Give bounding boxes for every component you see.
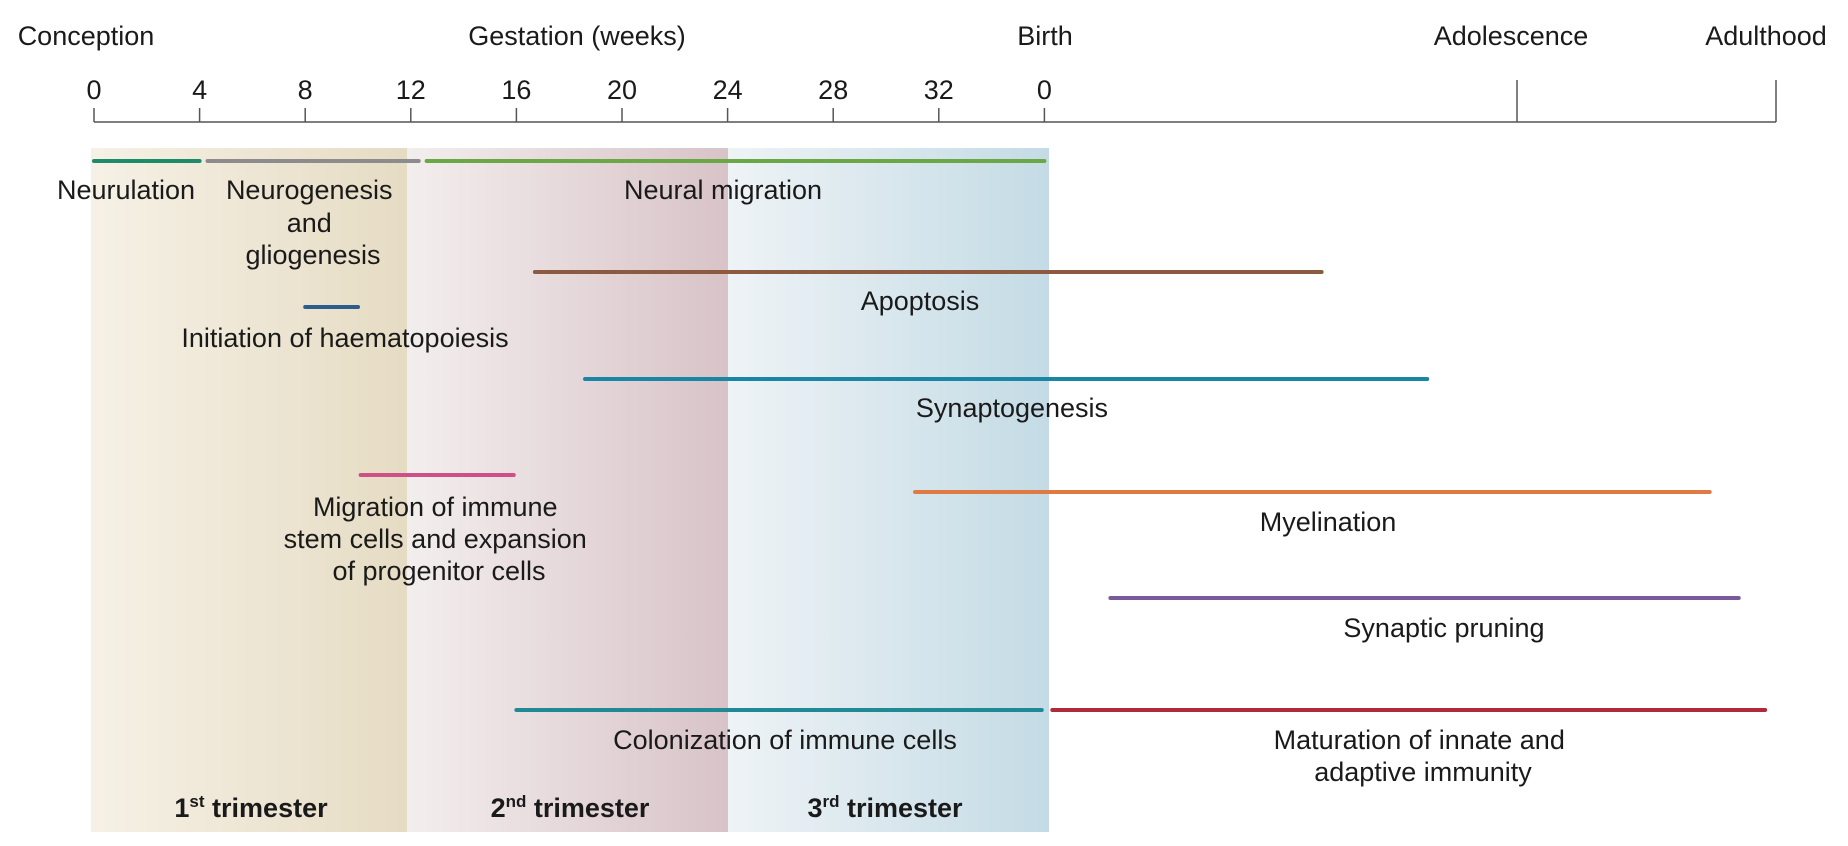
week-tick-label: 32 (924, 75, 954, 105)
label-immunity-maturation: Maturation of innate and adaptive immuni… (1274, 725, 1573, 787)
week-tick-label: 24 (713, 75, 743, 105)
trimester-label-3: 3rd trimester (807, 792, 963, 823)
stage-headers: Conception Gestation (weeks) Birth Adole… (18, 21, 1827, 51)
week-ticks: 0 4 8 12 16 20 24 28 32 0 (86, 75, 1052, 122)
week-tick-label: 28 (818, 75, 848, 105)
trimester-labels: 1st trimester 2nd trimester 3rd trimeste… (174, 792, 963, 823)
label-myelination: Myelination (1260, 507, 1397, 537)
label-colonization: Colonization of immune cells (613, 725, 957, 755)
header-adulthood: Adulthood (1705, 21, 1827, 51)
trimester-label-1: 1st trimester (174, 792, 328, 823)
process-lines (92, 159, 1768, 712)
process-labels: Neurulation Neurogenesis and gliogenesis… (57, 175, 1573, 787)
header-gestation: Gestation (weeks) (468, 21, 686, 51)
week-tick-label: 0 (1037, 75, 1052, 105)
week-tick-label: 16 (501, 75, 531, 105)
week-tick-label: 20 (607, 75, 637, 105)
week-tick-label: 4 (192, 75, 207, 105)
label-neurogenesis: Neurogenesis and gliogenesis (226, 175, 400, 270)
label-synaptic-pruning: Synaptic pruning (1343, 613, 1544, 643)
label-apoptosis: Apoptosis (861, 286, 980, 316)
trimester-band-1 (91, 148, 407, 832)
trimester-label-2: 2nd trimester (491, 792, 650, 823)
week-tick-label: 12 (396, 75, 426, 105)
header-adolescence: Adolescence (1434, 21, 1589, 51)
header-birth: Birth (1017, 21, 1073, 51)
header-conception: Conception (18, 21, 155, 51)
week-tick-label: 8 (298, 75, 313, 105)
label-neurulation: Neurulation (57, 175, 195, 205)
week-axis (94, 80, 1777, 123)
label-neural-migration: Neural migration (624, 175, 822, 205)
week-tick-label: 0 (86, 75, 101, 105)
trimester-band-2 (407, 148, 728, 832)
label-haematopoiesis: Initiation of haematopoiesis (181, 323, 508, 353)
label-synaptogenesis: Synaptogenesis (916, 393, 1108, 423)
label-immune-migration: Migration of immune stem cells and expan… (284, 492, 595, 586)
